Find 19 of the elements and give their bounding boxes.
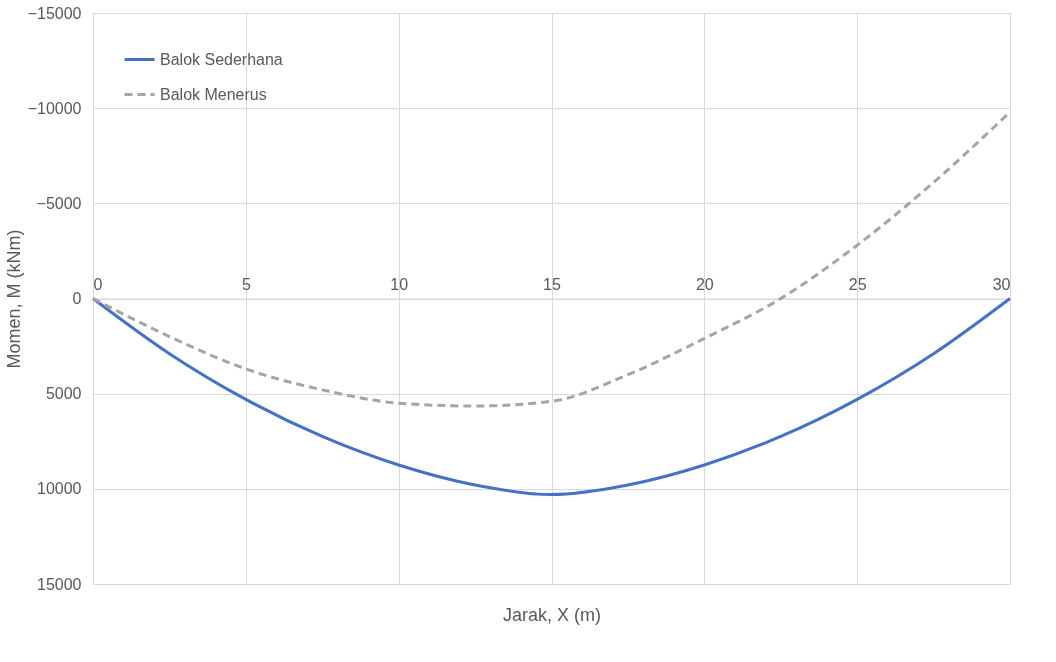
y-axis-title: Momen, M (kNm)	[3, 229, 24, 369]
x-axis-title: Jarak, X (m)	[502, 604, 602, 625]
y-tick-label: 0	[72, 290, 82, 307]
x-tick-label: 0	[93, 276, 103, 293]
x-tick-label: 5	[241, 276, 251, 293]
legend-label: Balok Sederhana	[160, 50, 283, 68]
legend-label: Balok Menerus	[160, 85, 267, 103]
x-tick-label: 25	[848, 276, 867, 293]
y-tick-label: 5000	[45, 385, 82, 403]
y-tick-label: −5000	[36, 194, 82, 212]
y-tick-label: 15000	[37, 575, 82, 593]
x-tick-label: 10	[390, 276, 409, 293]
y-tick-label: 10000	[37, 480, 82, 498]
line-series	[91, 297, 1012, 497]
y-tick-label: −10000	[27, 99, 82, 117]
y-tick-label: −15000	[27, 4, 82, 22]
x-tick-label: 20	[695, 276, 714, 293]
x-tick-label: 15	[543, 276, 561, 293]
x-tick-label: 30	[992, 276, 1011, 293]
